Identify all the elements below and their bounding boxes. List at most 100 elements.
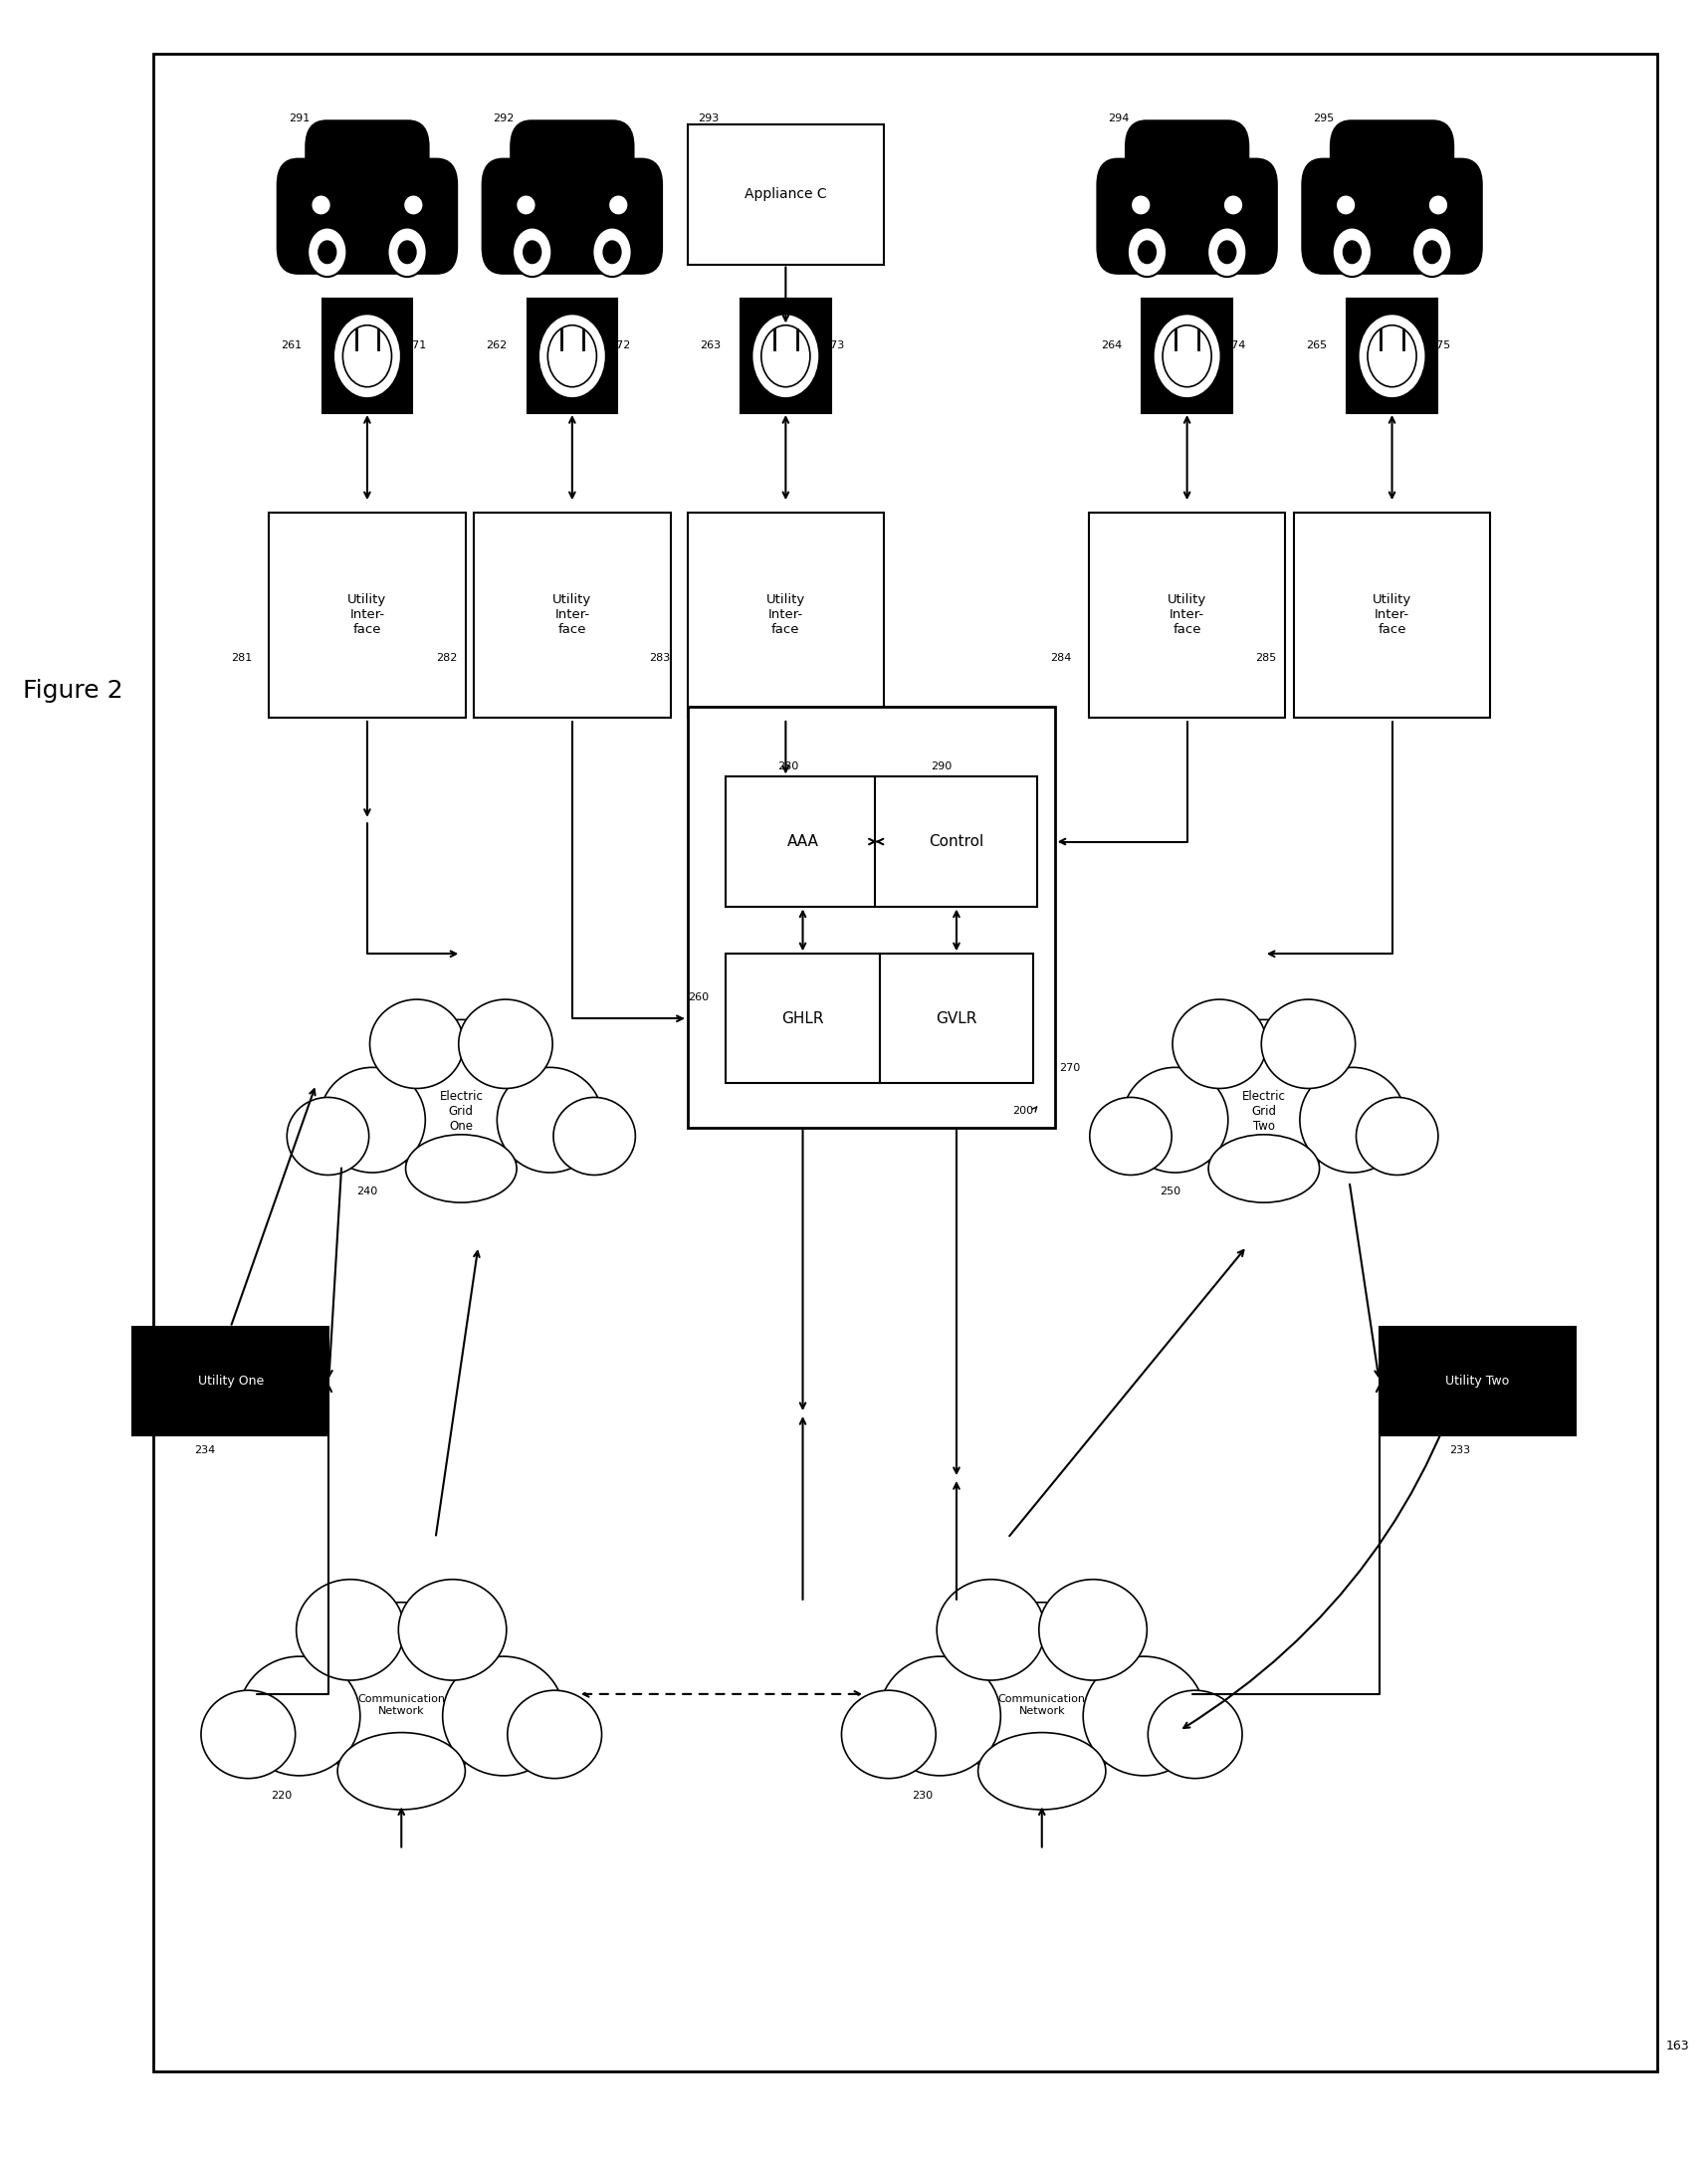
Ellipse shape <box>1131 194 1151 216</box>
Circle shape <box>1413 227 1452 276</box>
Text: Utility
Inter-
face: Utility Inter- face <box>1168 593 1206 637</box>
Circle shape <box>548 326 596 386</box>
Ellipse shape <box>407 1135 516 1202</box>
FancyBboxPatch shape <box>277 160 458 274</box>
Text: 200: 200 <box>1013 1105 1037 1116</box>
Ellipse shape <box>497 1068 603 1172</box>
Circle shape <box>603 242 622 263</box>
Text: 163: 163 <box>1665 2039 1689 2052</box>
Circle shape <box>318 242 336 263</box>
Text: 290: 290 <box>931 762 951 770</box>
Bar <box>528 300 617 412</box>
Circle shape <box>335 315 400 397</box>
Ellipse shape <box>1223 194 1243 216</box>
Ellipse shape <box>295 1580 405 1681</box>
Ellipse shape <box>398 1580 507 1681</box>
Bar <box>876 777 1038 906</box>
Text: 260: 260 <box>688 993 709 1001</box>
Circle shape <box>388 227 427 276</box>
Circle shape <box>540 315 605 397</box>
Bar <box>1143 300 1231 412</box>
Text: 293: 293 <box>699 114 719 123</box>
Bar <box>133 1327 328 1435</box>
Text: 275: 275 <box>1430 341 1450 350</box>
Bar <box>687 123 885 263</box>
Ellipse shape <box>287 1098 369 1176</box>
FancyBboxPatch shape <box>1301 160 1483 274</box>
Ellipse shape <box>1428 194 1448 216</box>
Bar <box>687 514 885 719</box>
Text: 291: 291 <box>289 114 309 123</box>
Circle shape <box>593 227 632 276</box>
Text: Utility
Inter-
face: Utility Inter- face <box>348 593 386 637</box>
Text: 270: 270 <box>1059 1064 1079 1073</box>
Ellipse shape <box>979 1733 1105 1811</box>
Text: Appliance C: Appliance C <box>745 188 827 201</box>
Ellipse shape <box>1336 194 1356 216</box>
Ellipse shape <box>553 1098 635 1176</box>
Text: 273: 273 <box>823 341 844 350</box>
Text: 262: 262 <box>487 341 507 350</box>
Ellipse shape <box>1356 1098 1438 1176</box>
Text: 264: 264 <box>1102 341 1122 350</box>
Ellipse shape <box>338 1733 465 1811</box>
Text: Utility
Inter-
face: Utility Inter- face <box>767 593 804 637</box>
Ellipse shape <box>202 1690 295 1778</box>
Ellipse shape <box>1172 999 1266 1088</box>
Text: Electric
Grid
One: Electric Grid One <box>439 1090 483 1133</box>
Circle shape <box>343 326 391 386</box>
Circle shape <box>1155 315 1220 397</box>
Ellipse shape <box>842 1690 936 1778</box>
FancyBboxPatch shape <box>511 121 634 214</box>
Text: Figure 2: Figure 2 <box>24 678 123 704</box>
Ellipse shape <box>403 194 424 216</box>
Ellipse shape <box>1179 1021 1349 1183</box>
Ellipse shape <box>1209 1135 1319 1202</box>
Text: Utility
Inter-
face: Utility Inter- face <box>553 593 591 637</box>
Ellipse shape <box>943 1601 1141 1787</box>
Text: 281: 281 <box>231 654 253 663</box>
Ellipse shape <box>1148 1690 1242 1778</box>
Text: 220: 220 <box>272 1791 292 1800</box>
Text: 272: 272 <box>610 341 630 350</box>
Circle shape <box>1342 242 1361 263</box>
Ellipse shape <box>311 194 331 216</box>
Ellipse shape <box>459 999 553 1088</box>
Circle shape <box>1368 326 1416 386</box>
Text: Utility Two: Utility Two <box>1445 1375 1510 1388</box>
Text: 263: 263 <box>700 341 721 350</box>
Bar <box>1088 514 1284 719</box>
Text: 292: 292 <box>494 114 514 123</box>
Text: Electric
Grid
Two: Electric Grid Two <box>1242 1090 1286 1133</box>
Bar <box>475 514 670 719</box>
Bar <box>323 300 412 412</box>
Text: 284: 284 <box>1050 654 1073 663</box>
Text: Utility One: Utility One <box>198 1375 263 1388</box>
Text: 280: 280 <box>777 762 798 770</box>
Text: 274: 274 <box>1225 341 1245 350</box>
Circle shape <box>1208 227 1247 276</box>
Text: Communication
Network: Communication Network <box>357 1694 446 1716</box>
Text: 282: 282 <box>436 654 458 663</box>
Ellipse shape <box>1038 1580 1148 1681</box>
Ellipse shape <box>376 1021 547 1183</box>
Circle shape <box>512 227 552 276</box>
Text: 234: 234 <box>195 1446 215 1454</box>
Ellipse shape <box>304 1601 499 1787</box>
Text: Communication
Network: Communication Network <box>997 1694 1086 1716</box>
Bar <box>1348 300 1436 412</box>
Text: 295: 295 <box>1313 114 1334 123</box>
Text: 285: 285 <box>1255 654 1276 663</box>
Ellipse shape <box>1083 1657 1204 1776</box>
Circle shape <box>1138 242 1156 263</box>
Text: 233: 233 <box>1450 1446 1471 1454</box>
Bar <box>880 954 1033 1083</box>
Text: AAA: AAA <box>787 835 818 848</box>
Ellipse shape <box>442 1657 564 1776</box>
Text: 265: 265 <box>1307 341 1327 350</box>
Bar <box>726 954 880 1083</box>
Ellipse shape <box>1300 1068 1406 1172</box>
Ellipse shape <box>936 1580 1045 1681</box>
Circle shape <box>762 326 810 386</box>
Ellipse shape <box>507 1690 601 1778</box>
